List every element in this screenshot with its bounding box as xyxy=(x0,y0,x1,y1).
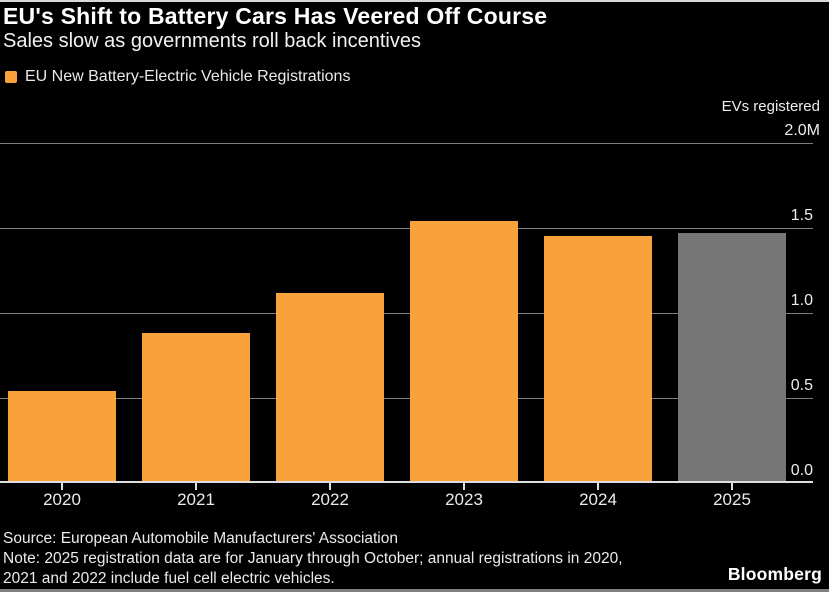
x-tick-mark-2022 xyxy=(329,483,331,490)
x-tick-label-2020: 2020 xyxy=(43,490,81,509)
x-tick-label-2024: 2024 xyxy=(579,490,617,509)
x-tick-mark-2020 xyxy=(61,483,63,490)
y-tick-label-0.0: 0.0 xyxy=(790,462,813,479)
y-tick-label-2.0M: 2.0M xyxy=(784,122,820,139)
bar-2023 xyxy=(410,221,518,483)
note-text-line-2: 2021 and 2022 include fuel cell electric… xyxy=(3,570,335,587)
source-text: Source: European Automobile Manufacturer… xyxy=(3,530,398,547)
chart-subtitle: Sales slow as governments roll back ince… xyxy=(3,30,421,52)
x-tick-mark-2025 xyxy=(731,483,733,490)
legend-label: EU New Battery-Electric Vehicle Registra… xyxy=(25,68,351,85)
x-tick-label-2022: 2022 xyxy=(311,490,349,509)
x-tick-label-2023: 2023 xyxy=(445,490,483,509)
x-tick-mark-2023 xyxy=(463,483,465,490)
bar-2022 xyxy=(276,293,384,483)
note-text-line-1: Note: 2025 registration data are for Jan… xyxy=(3,550,623,567)
x-tick-mark-2021 xyxy=(195,483,197,490)
gridline-0.5 xyxy=(0,398,813,399)
top-border-line xyxy=(0,0,829,2)
x-tick-label-2021: 2021 xyxy=(177,490,215,509)
y-tick-label-1.5: 1.5 xyxy=(790,207,813,224)
legend: EU New Battery-Electric Vehicle Registra… xyxy=(5,68,350,86)
y-tick-label-1.0: 1.0 xyxy=(790,292,813,309)
bottom-border-line xyxy=(0,589,829,592)
x-axis-baseline xyxy=(0,481,813,483)
legend-swatch-icon xyxy=(5,71,17,83)
gridline-1.0 xyxy=(0,313,813,314)
chart-title: EU's Shift to Battery Cars Has Veered Of… xyxy=(3,3,548,29)
bloomberg-logo: Bloomberg xyxy=(727,564,822,584)
gridline-1.5 xyxy=(0,228,813,229)
bar-2024 xyxy=(544,236,652,483)
bar-2020 xyxy=(8,391,116,483)
y-axis-unit-label: EVs registered xyxy=(721,98,820,115)
gridline-2.0M xyxy=(0,143,813,144)
bar-2021 xyxy=(142,333,250,483)
x-tick-mark-2024 xyxy=(597,483,599,490)
y-tick-label-0.5: 0.5 xyxy=(790,377,813,394)
x-tick-label-2025: 2025 xyxy=(713,490,751,509)
bar-2025 xyxy=(678,233,786,483)
